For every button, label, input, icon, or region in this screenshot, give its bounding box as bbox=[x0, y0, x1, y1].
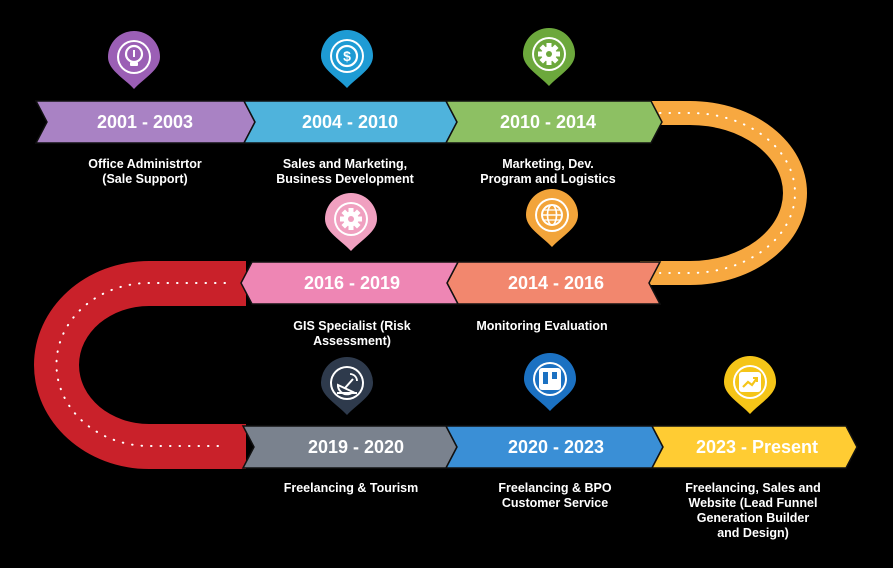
milestone-band: 2019 - 2020 bbox=[241, 425, 458, 469]
milestone-role: Marketing, Dev. Program and Logistics bbox=[480, 157, 616, 186]
svg-text:$: $ bbox=[343, 48, 351, 64]
growth-chart-icon bbox=[739, 372, 761, 392]
map-pin bbox=[526, 189, 578, 247]
right-curve-connector bbox=[640, 101, 807, 285]
map-pin bbox=[724, 356, 776, 414]
milestone-years: 2001 - 2003 bbox=[97, 112, 193, 132]
globe-icon bbox=[541, 204, 563, 226]
milestone-years: 2020 - 2023 bbox=[508, 437, 604, 457]
milestone-band: 2023 - Present bbox=[650, 425, 858, 469]
map-pin: $ bbox=[321, 30, 373, 88]
milestone-role: Freelancing, Sales and Website (Lead Fun… bbox=[685, 481, 821, 540]
milestone-band: 2020 - 2023 bbox=[444, 425, 664, 469]
map-pin bbox=[321, 357, 373, 415]
milestone-band: 2016 - 2019 bbox=[240, 261, 460, 305]
left-curve-dots bbox=[55, 282, 226, 447]
gear-icon bbox=[538, 43, 560, 65]
milestone-role: Freelancing & BPO Customer Service bbox=[498, 481, 612, 510]
map-pin bbox=[108, 31, 160, 89]
milestone-years: 2016 - 2019 bbox=[304, 273, 400, 293]
satellite-dish-icon bbox=[336, 373, 358, 396]
milestone-role: GIS Specialist (Risk Assessment) bbox=[293, 319, 411, 348]
milestone-years: 2004 - 2010 bbox=[302, 112, 398, 132]
milestone-role: Freelancing & Tourism bbox=[283, 481, 419, 495]
trello-board-icon bbox=[539, 368, 561, 390]
dollar-icon: $ bbox=[335, 44, 359, 68]
map-pin bbox=[325, 193, 377, 251]
milestone-role: Office Administrtor (Sale Support) bbox=[88, 157, 202, 186]
milestone-years: 2019 - 2020 bbox=[308, 437, 404, 457]
map-pin bbox=[523, 28, 575, 86]
milestone-role: Sales and Marketing, Business Developmen… bbox=[276, 157, 414, 186]
milestone-band: 2004 - 2010 bbox=[242, 100, 458, 144]
milestone-years: 2023 - Present bbox=[696, 437, 818, 457]
milestone-role: Monitoring Evaluation bbox=[476, 319, 608, 333]
map-pin bbox=[524, 353, 576, 411]
milestone-band: 2010 - 2014 bbox=[444, 100, 663, 144]
left-curve-connector bbox=[34, 261, 246, 469]
lightbulb-icon bbox=[124, 44, 144, 66]
milestone-band: 2014 - 2016 bbox=[446, 261, 662, 305]
milestone-band: 2001 - 2003 bbox=[34, 100, 256, 144]
milestone-years: 2014 - 2016 bbox=[508, 273, 604, 293]
milestone-years: 2010 - 2014 bbox=[500, 112, 596, 132]
cog-icon bbox=[340, 208, 362, 230]
